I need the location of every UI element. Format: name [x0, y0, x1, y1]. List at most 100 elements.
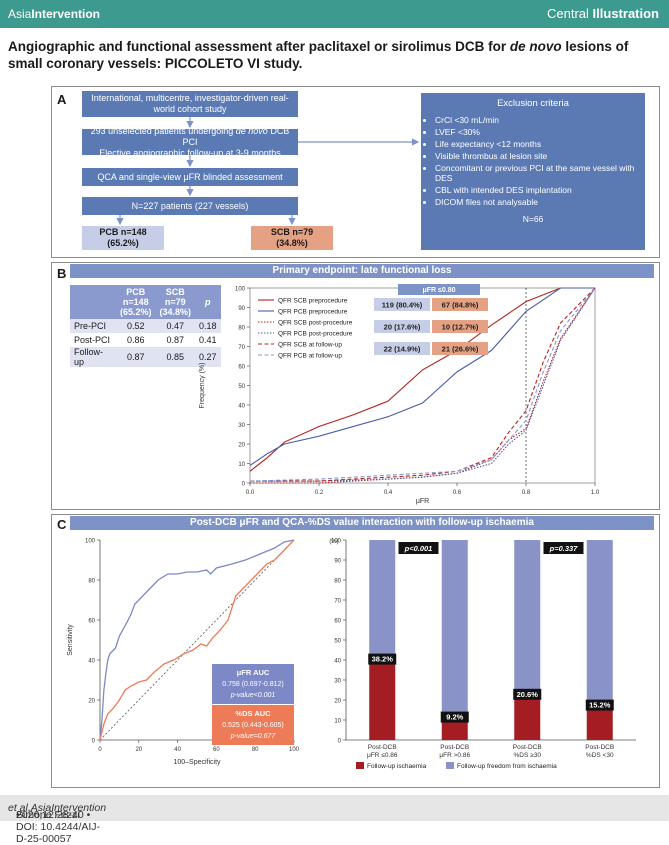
value-label-bg	[585, 699, 614, 711]
ufr-auc-box	[212, 664, 294, 704]
cell: 0.52	[126, 321, 145, 331]
bar-freedom	[369, 540, 396, 664]
category-label: Post-DCB	[585, 744, 614, 751]
y-tick-label: 70	[334, 599, 341, 605]
x-axis-label: μFR	[416, 498, 429, 505]
footer-bar: Simone Fezzi et al. • AsiaIntervention 2…	[0, 795, 669, 845]
value-label-bg	[513, 688, 542, 700]
ds-auc-title: %DS AUC	[235, 709, 271, 718]
bar-ischaemia	[441, 721, 468, 740]
y-tick-label: 50	[238, 384, 245, 390]
journal-name-a: Asia	[8, 7, 32, 21]
p-value-bg	[543, 542, 584, 554]
category-label: μFR ≤0.86	[367, 752, 398, 759]
y-tick-label: 60	[238, 365, 245, 371]
x-tick-label: 0.2	[315, 490, 324, 496]
x-tick-label: 40	[174, 747, 181, 753]
table-corner	[70, 285, 116, 319]
value-label: 38.2%	[372, 655, 394, 664]
panel-b-band: Primary endpoint: late functional loss	[70, 264, 654, 278]
roc-chart: 0 20 40 60 80 100 0 20 40 60 80 100 100–Specificity S…	[67, 539, 300, 767]
late-loss-table: PCB n=148 (65.2%) SCB n=79 (34.8%) p Pre-PCI…	[70, 285, 221, 367]
row-name: Pre-PCI	[74, 321, 107, 331]
ufr-pcb-bg	[374, 320, 430, 333]
y-tick-label: 100	[85, 539, 96, 545]
value-label: 15.2%	[589, 701, 611, 710]
legend-label: Follow-up freedom from ischaemia	[457, 763, 557, 770]
ufr-scb-cell: 21 (26.6%)	[442, 345, 479, 354]
h-pcb: PCB	[126, 287, 146, 297]
legend-label: Follow-up ischaemia	[367, 763, 427, 770]
p-value-bg	[398, 542, 439, 554]
y-tick-label: 20	[238, 443, 245, 449]
cell: 0.87	[126, 352, 145, 362]
x-tick-label: 1.0	[591, 490, 600, 496]
panel-c	[51, 514, 660, 788]
panel-c-band: Post-DCB μFR and QCA-%DS value interacti…	[70, 516, 654, 530]
value-label: 20.6%	[517, 690, 539, 699]
exclusion-list: CrCl <30 mL/min LVEF <30% Life expectanc…	[421, 115, 645, 207]
ufr-pcb-cell: 20 (17.6%)	[384, 323, 421, 332]
cite-b: et al.	[8, 802, 31, 814]
x-tick-label: 0.8	[522, 490, 531, 496]
panel-a-label: A	[57, 92, 67, 107]
exclusion-item: LVEF <30%	[435, 127, 645, 137]
exclusion-item: Concomitant or previous PCI at the same …	[435, 163, 645, 183]
y-tick-label: 20	[88, 699, 95, 705]
scb-group-box: SCB n=79 (34.8%)	[251, 226, 333, 250]
p-value-label: p=0.337	[549, 544, 579, 553]
y-tick-label: 20	[334, 699, 341, 705]
cell: 0.18	[199, 321, 217, 331]
y-tick-label: 50	[334, 639, 341, 645]
series-line	[249, 287, 595, 472]
panel-b	[51, 262, 660, 510]
category-label: %DS ≥30	[514, 752, 542, 759]
y-tick-label: 0	[242, 482, 246, 488]
y-tick-label: 0	[338, 739, 342, 745]
y-tick-label: 90	[334, 559, 341, 565]
ufr-auc-value: 0.758 (0.697-0.812)	[222, 681, 284, 688]
ufr-auc-title: μFR AUC	[237, 668, 270, 677]
ufr-pcb-bg	[374, 298, 430, 311]
x-tick-label: 100	[289, 747, 300, 753]
legend-swatch	[446, 762, 454, 769]
category-label: Post-DCB	[440, 744, 469, 751]
table-row: Pre-PCI 0.52 0.47 0.18	[70, 319, 221, 333]
ischaemia-bar-chart: (%)010203040506070809010038.2%Post-DCBμF…	[329, 539, 636, 770]
series-line	[249, 287, 595, 466]
roc-curve	[99, 539, 295, 741]
bar-ischaemia	[586, 709, 613, 740]
title-italic: de novo	[509, 39, 562, 54]
x-axis-label: 100–Specificity	[173, 759, 221, 766]
series-line	[250, 287, 596, 482]
y-tick-label: 10	[334, 719, 341, 725]
ufr-head: μFR ≤0.80	[422, 287, 455, 294]
x-tick-label: 60	[213, 747, 220, 753]
legend-label: QFR PCB post-procedure	[278, 331, 353, 338]
header-bar: AsiaIntervention Central Illustration	[0, 0, 669, 28]
exclusion-item: Visible thrombus at lesion site	[435, 151, 645, 161]
table-row: Follow-up 0.87 0.85 0.27	[70, 347, 221, 367]
cell: 0.85	[166, 352, 185, 362]
bar-freedom	[586, 540, 613, 710]
flow-box-patients-line2: Elective angiographic follow-up at 3-9 m…	[99, 147, 281, 158]
y-tick-label: 40	[88, 659, 95, 665]
journal-name: AsiaIntervention	[8, 7, 100, 21]
box2-post: DCB PCI	[182, 125, 290, 147]
section-name-b: Illustration	[592, 6, 659, 21]
table-row: Post-PCI 0.86 0.87 0.41	[70, 333, 221, 347]
section-name: Central Illustration	[547, 6, 659, 21]
bar-freedom	[514, 540, 541, 699]
bar-ischaemia	[514, 698, 541, 740]
ufr-pcb-cell: 119 (80.4%)	[382, 301, 423, 310]
scb-line2: (34.8%)	[276, 238, 308, 248]
table-header-p: p	[205, 297, 211, 307]
cell: 0.86	[126, 335, 145, 345]
box2-italic: de novo	[235, 125, 268, 136]
category-label: μFR >0.86	[439, 752, 470, 759]
y-axis-label: Sensitivity	[67, 624, 74, 656]
pcb-line1: PCB n=148	[99, 227, 147, 237]
pcb-group-box: PCB n=148 (65.2%)	[82, 226, 164, 250]
y-tick-label: 80	[238, 326, 245, 332]
exclusion-item: Life expectancy <12 months	[435, 139, 645, 149]
